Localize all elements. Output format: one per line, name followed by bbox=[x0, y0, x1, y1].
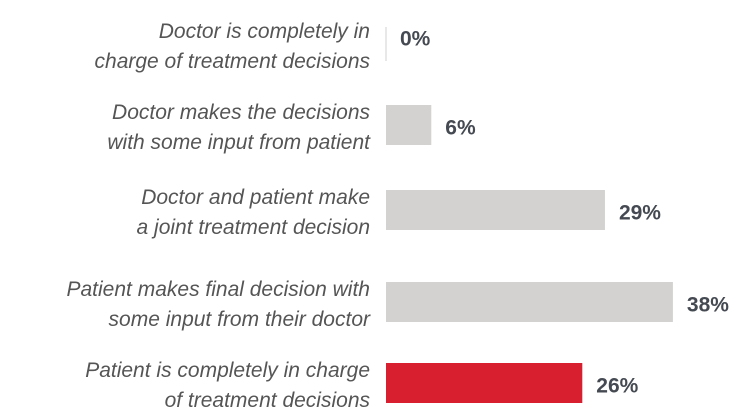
bar bbox=[386, 105, 432, 145]
value-label: 26% bbox=[596, 375, 638, 398]
value-label: 29% bbox=[619, 202, 661, 225]
category-line: Doctor and patient make bbox=[141, 186, 370, 209]
bar bbox=[386, 190, 605, 230]
category-line: Patient is completely in charge bbox=[85, 359, 370, 382]
category-label: Patient makes final decision with some in… bbox=[67, 278, 371, 331]
category-line: a joint treatment decision bbox=[137, 216, 370, 239]
category-line: of treatment decisions bbox=[165, 389, 371, 412]
value-label: 38% bbox=[687, 294, 729, 317]
category-label: Doctor and patient make a joint treatment… bbox=[137, 186, 370, 239]
value-label: 0% bbox=[400, 28, 431, 51]
category-line: some input from their doctor bbox=[109, 308, 371, 331]
value-label: 6% bbox=[445, 117, 476, 140]
category-line: with some input from patient bbox=[107, 131, 371, 154]
category-line: charge of treatment decisions bbox=[95, 50, 371, 73]
category-line: Doctor makes the decisions bbox=[112, 101, 370, 124]
category-label: Patient is completely in charge of treatm… bbox=[85, 359, 370, 412]
category-label: Doctor is completely in charge of treatme… bbox=[95, 20, 371, 73]
bar bbox=[386, 282, 673, 322]
category-line: Patient makes final decision with bbox=[67, 278, 371, 301]
category-line: Doctor is completely in bbox=[159, 20, 370, 43]
bar bbox=[386, 363, 583, 403]
category-label: Doctor makes the decisions with some inpu… bbox=[107, 101, 371, 154]
